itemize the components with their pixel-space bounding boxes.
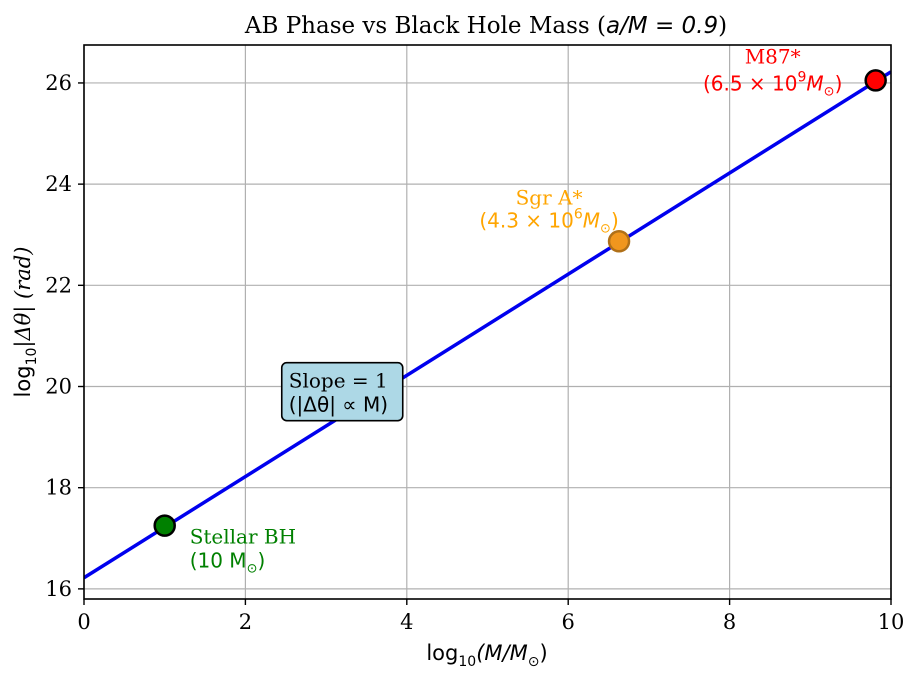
y-tick-label: 24 <box>45 172 72 196</box>
series-line-ab-phase <box>84 70 891 580</box>
x-tick-label: 10 <box>878 610 905 634</box>
plot-frame <box>83 44 892 600</box>
annotation-line2: (|Δθ| ∝ M) <box>289 393 388 417</box>
annotation-box <box>280 361 404 422</box>
point-labels: Stellar BH(10 M⊙) Sgr A*(4.3 × 106M⊙) M87*… <box>190 44 843 576</box>
chart-title: AB Phase vs Black Hole Mass (a/M = 0.9) <box>244 13 727 39</box>
y-axis-label: log10|Δθ| (rad) <box>11 247 40 398</box>
x-tick-label: 6 <box>562 610 575 634</box>
series-layer <box>84 70 891 580</box>
x-tick-label: 0 <box>77 610 90 634</box>
x-tick-label: 4 <box>400 610 413 634</box>
y-tick-label: 20 <box>45 375 72 399</box>
annotation-line1: Slope = 1 <box>289 369 388 393</box>
point-sgr <box>607 230 631 253</box>
y-tick-label: 22 <box>45 273 72 297</box>
label-m87-mass: (6.5 × 109M⊙) <box>703 69 842 99</box>
x-tick-label: 8 <box>723 610 736 634</box>
label-sgr-name: Sgr A* <box>516 185 583 209</box>
point-m87 <box>864 69 887 92</box>
label-stellar-name: Stellar BH <box>190 525 296 549</box>
y-tick-label: 18 <box>45 476 72 500</box>
y-tick-label: 16 <box>45 577 72 601</box>
slope-annotation: Slope = 1(|Δθ| ∝ M) <box>280 361 404 422</box>
label-sgr-mass: (4.3 × 106M⊙) <box>479 206 618 236</box>
data-points <box>153 69 887 537</box>
x-tick-label: 2 <box>239 610 252 634</box>
y-tick-label: 26 <box>45 71 72 95</box>
label-m87-name: M87* <box>745 44 801 68</box>
point-stellar <box>153 514 176 537</box>
x-axis-label: log10(M/M⊙) <box>426 641 547 670</box>
label-stellar-mass: (10 M⊙) <box>190 549 266 577</box>
